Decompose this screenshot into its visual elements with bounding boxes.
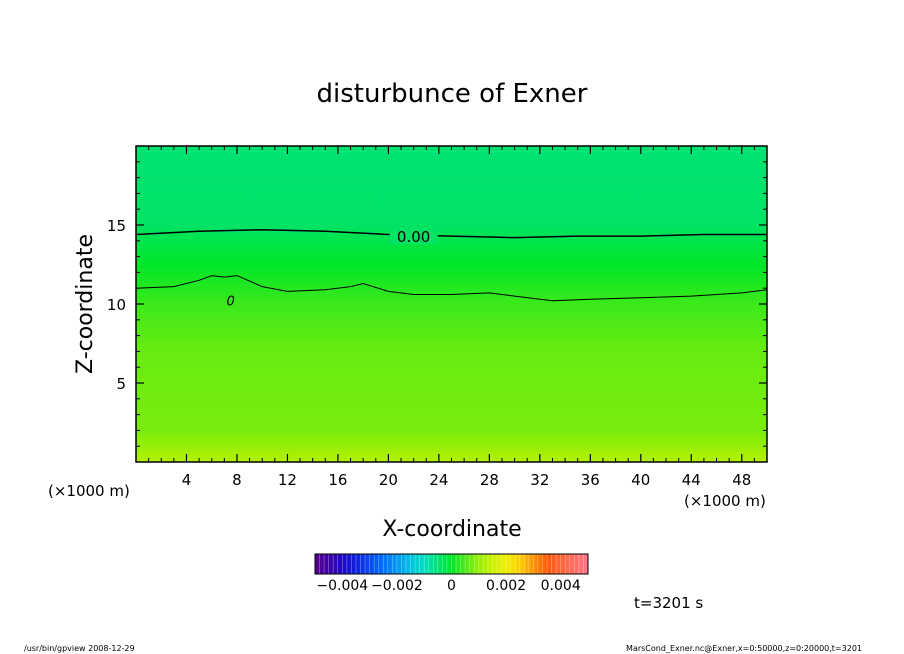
x-tick-label: 8 [232,471,242,489]
colorbar [315,554,588,574]
x-tick-label: 4 [182,471,192,489]
colorbar-tick-label: −0.002 [371,578,423,594]
time-label: t=3201 s [634,594,703,612]
contour-label: 0.00 [397,228,430,246]
x-tick-label: 36 [581,471,600,489]
y-tick-label: 10 [107,296,126,314]
x-tick-label: 32 [530,471,549,489]
x-tick-label: 12 [278,471,297,489]
contour-label: 0 [227,295,235,310]
x-tick-label: 28 [480,471,499,489]
chart-title: disturbunce of Exner [317,79,588,109]
colorbar-tick-label: 0.004 [541,578,581,594]
x-tick-label: 40 [631,471,650,489]
field-background [136,146,767,462]
x-axis-label: X-coordinate [382,517,521,542]
x-unit-right: (×1000 m) [684,492,766,510]
x-unit-left: (×1000 m) [48,482,130,500]
colorbar-tick-label: −0.004 [316,578,368,594]
x-tick-label: 24 [429,471,448,489]
y-tick-label: 15 [107,217,126,235]
colorbar-tick-labels: −0.004 −0.002 0 0.002 0.004 [316,578,580,594]
y-axis-label: Z-coordinate [73,234,98,374]
x-tick-label: 20 [379,471,398,489]
contour-line [136,275,767,302]
contour-labels: 0.00 0 [227,228,438,310]
x-tick-label: 16 [328,471,347,489]
x-tick-label: 48 [732,471,751,489]
colorbar-stripes [319,554,584,574]
y-tick-label: 5 [116,375,126,393]
contour-lines [136,228,767,302]
x-tick-label: 44 [682,471,701,489]
footer-left: /usr/bin/gpview 2008-12-29 [24,644,135,653]
x-axis-ticks: 4 8 12 16 20 24 28 32 36 40 44 48 [148,146,755,489]
y-axis-ticks: 5 10 15 [107,161,767,447]
colorbar-tick-label: 0 [447,578,456,594]
contour-label-bg [389,228,438,245]
colorbar-tick-label: 0.002 [486,578,526,594]
contour-line [136,228,767,239]
footer-right: MarsCond_Exner.nc@Exner,x=0:50000,z=0:20… [626,644,862,653]
colorbar-frame [314,553,589,575]
